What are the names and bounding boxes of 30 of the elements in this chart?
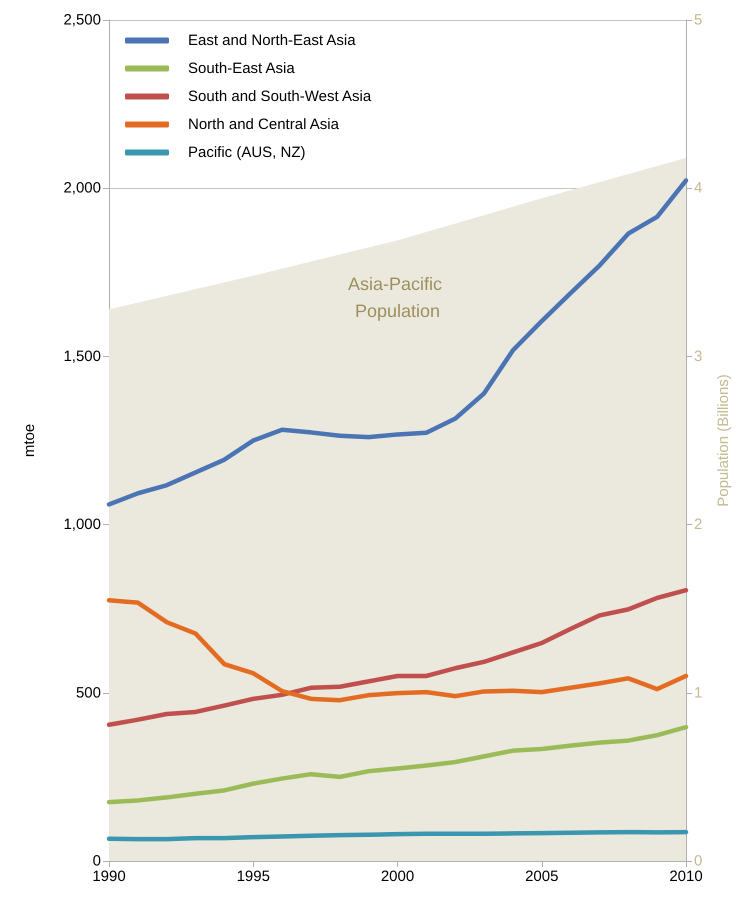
x-tick-label: 1995 (236, 868, 270, 885)
y-tick-label: 2,500 (63, 12, 101, 28)
line-series (106, 830, 688, 842)
line-series (106, 588, 688, 728)
x-tick-label: 2010 (669, 868, 703, 885)
y-tick-label: 1,500 (63, 348, 101, 365)
y-tick-label: 500 (76, 684, 101, 702)
y2-tick-label: 1 (694, 684, 702, 702)
legend-label: East and North-East Asia (188, 32, 356, 49)
legend-label: South-East Asia (188, 60, 296, 77)
y2-tick-label: 4 (694, 180, 702, 197)
line-series (106, 178, 688, 507)
legend-label: North and Central Asia (188, 116, 340, 133)
line-series (106, 598, 688, 702)
legend-label: Pacific (AUS, NZ) (188, 144, 306, 161)
y2-tick-label: 5 (694, 12, 702, 28)
x-tick-label: 1990 (92, 868, 126, 885)
y-axis-title: mtoe (21, 424, 38, 458)
x-tick-label: 2000 (380, 868, 414, 885)
annotation: Asia-Pacific Population (348, 274, 448, 322)
y2-axis-title: Population (Billions) (715, 374, 732, 507)
y2-tick-label: 0 (694, 852, 702, 870)
x-tick-label: 2005 (525, 868, 558, 885)
line-series (106, 724, 688, 804)
y-tick-label: 2,000 (63, 180, 101, 197)
y-tick-label: 0 (92, 852, 101, 870)
legend-label: South and South-West Asia (188, 88, 372, 105)
y2-tick-label: 3 (694, 348, 702, 365)
y2-tick-label: 2 (694, 516, 702, 534)
y-tick-label: 1,000 (63, 516, 101, 534)
